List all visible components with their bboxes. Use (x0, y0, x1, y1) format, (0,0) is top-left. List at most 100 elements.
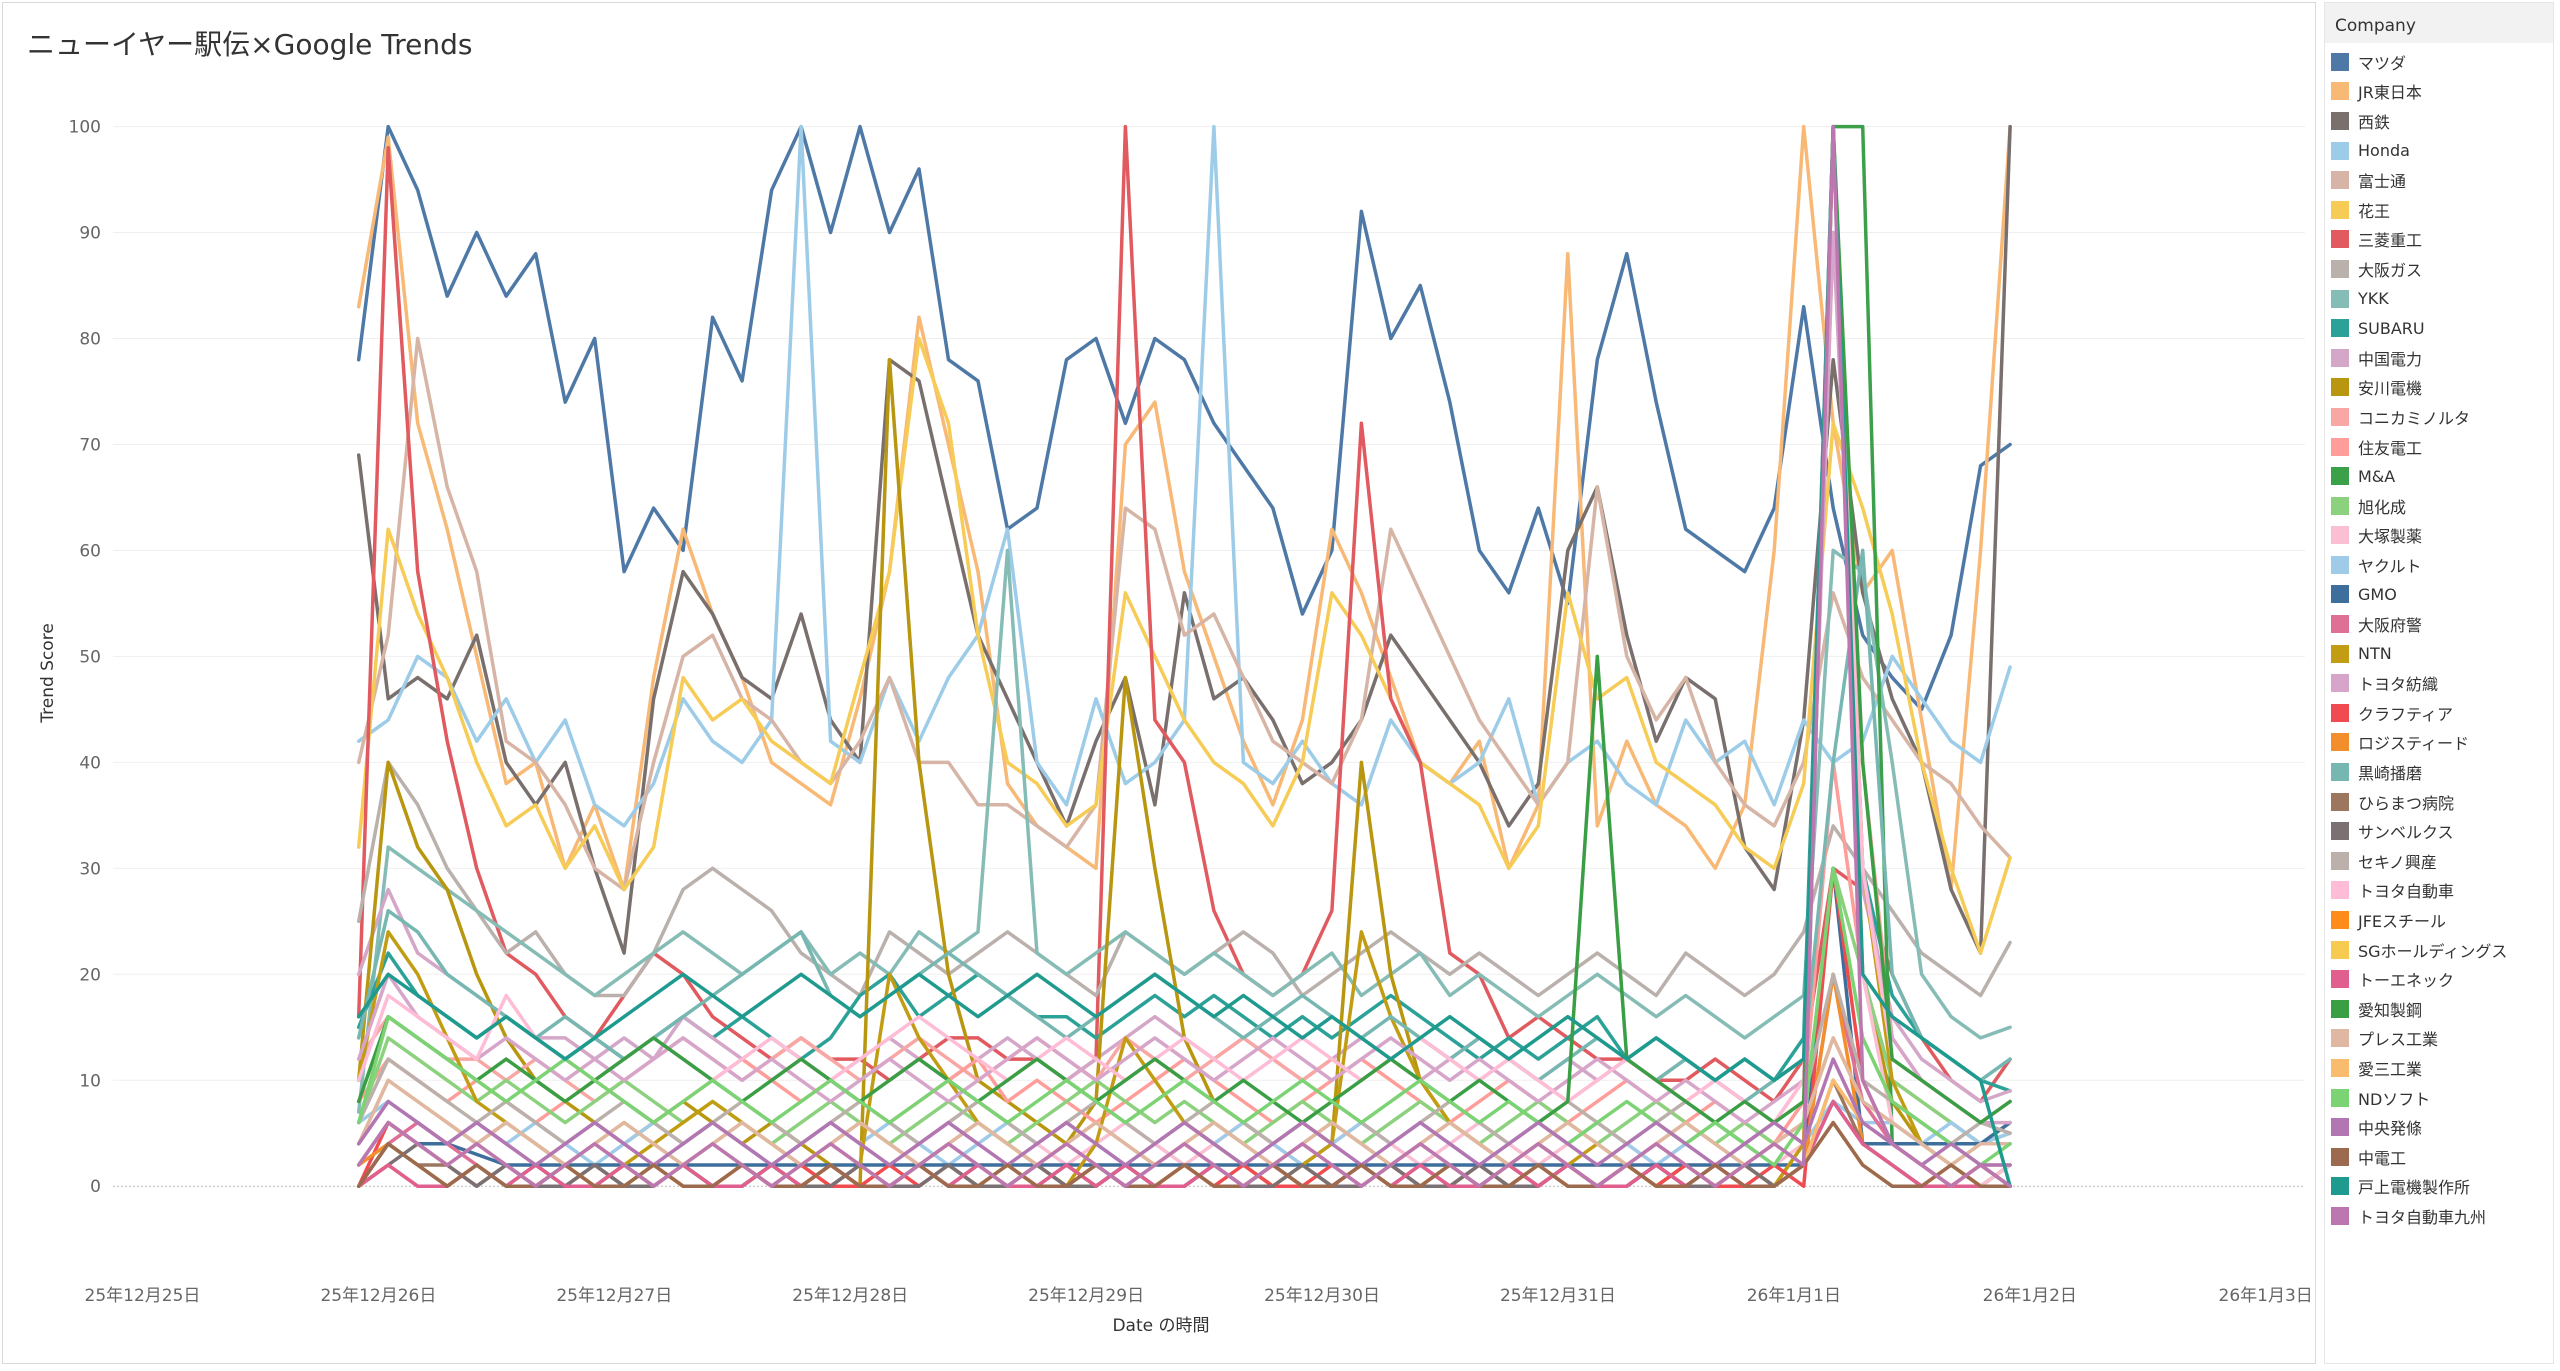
legend-label: GMO (2358, 584, 2397, 604)
series-line-9[interactable] (356, 548, 2012, 1114)
legend-item[interactable]: トーエネック (2325, 964, 2553, 994)
legend-swatch (2331, 259, 2349, 278)
legend-label: 安川電機 (2358, 379, 2423, 399)
legend-swatch (2331, 644, 2349, 663)
legend-title: Company (2325, 3, 2553, 43)
legend-swatch (2331, 496, 2349, 515)
legend-swatch (2331, 881, 2349, 900)
series-line-39[interactable] (356, 124, 2012, 1188)
legend-item[interactable]: JFEスチール (2325, 905, 2553, 935)
legend-item[interactable]: 花王 (2325, 195, 2553, 225)
legend-item[interactable]: 大阪府警 (2325, 609, 2553, 639)
legend-item[interactable]: NDソフト (2325, 1083, 2553, 1113)
legend-item[interactable]: サンベルクス (2325, 816, 2553, 846)
series-line-1[interactable] (356, 124, 2012, 712)
legend-label: M&A (2358, 466, 2396, 486)
legend-item[interactable]: 中電工 (2325, 1142, 2553, 1172)
series-line-5[interactable] (356, 336, 2012, 892)
legend-item[interactable]: SUBARU (2325, 313, 2553, 343)
legend-item[interactable]: 中国電力 (2325, 343, 2553, 373)
legend-item[interactable]: ロジスティード (2325, 728, 2553, 758)
legend-item[interactable]: M&A (2325, 461, 2553, 491)
legend-swatch (2331, 407, 2349, 426)
legend-item[interactable]: 中央発條 (2325, 1112, 2553, 1142)
legend-item[interactable]: YKK (2325, 284, 2553, 314)
x-tick-label: 25年12月29日 (1028, 1286, 1144, 1306)
legend-label: 黒崎播磨 (2358, 764, 2423, 784)
legend-swatch (2331, 230, 2349, 249)
legend-item[interactable]: 三菱重工 (2325, 225, 2553, 255)
x-tick-label: 25年12月31日 (1500, 1286, 1616, 1306)
legend-label: 愛三工業 (2358, 1059, 2423, 1079)
legend-label: YKK (2358, 289, 2389, 309)
series-line-2[interactable] (356, 124, 2012, 892)
legend-swatch (2331, 1177, 2349, 1196)
legend-swatch (2331, 1118, 2349, 1137)
legend-item[interactable]: コニカミノルタ (2325, 402, 2553, 432)
legend-item[interactable]: 黒崎播磨 (2325, 757, 2553, 787)
series-line-40[interactable] (356, 124, 2012, 1188)
series-line-37[interactable] (356, 1057, 2012, 1167)
series-line-7[interactable] (356, 124, 2012, 1104)
legend-item[interactable]: 富士通 (2325, 165, 2553, 195)
legend-swatch (2331, 555, 2349, 574)
series-line-38[interactable] (356, 1120, 2012, 1188)
legend-label: JFEスチール (2358, 912, 2447, 932)
series-line-6[interactable] (356, 336, 2012, 955)
y-tick-label: 50 (79, 647, 101, 667)
legend-item[interactable]: 西鉄 (2325, 106, 2553, 136)
legend-item[interactable]: 旭化成 (2325, 491, 2553, 521)
legend-item[interactable]: ひらまつ病院 (2325, 787, 2553, 817)
legend-item[interactable]: ヤクルト (2325, 550, 2553, 580)
y-tick-label: 20 (79, 965, 101, 985)
chart-worksheet: ニューイヤー駅伝×Google Trends 0 10 20 30 40 50 60 70 80… (2, 2, 2316, 1364)
legend-swatch (2331, 940, 2349, 959)
series-line-36[interactable] (356, 866, 2012, 1167)
legend-item[interactable]: 戸上電機製作所 (2325, 1172, 2553, 1202)
legend-swatch (2331, 526, 2349, 545)
series-line-11[interactable] (356, 124, 2012, 1104)
legend-swatch (2331, 1029, 2349, 1048)
legend-item[interactable]: JR東日本 (2325, 77, 2553, 107)
legend-item[interactable]: セキノ興産 (2325, 846, 2553, 876)
series-line-10[interactable] (356, 124, 2012, 1093)
legend-swatch (2331, 437, 2349, 456)
x-tick-label: 25年12月30日 (1264, 1286, 1380, 1306)
series-line-3[interactable] (356, 124, 2012, 955)
legend-label: 三菱重工 (2358, 231, 2423, 251)
legend-label: 戸上電機製作所 (2358, 1178, 2471, 1198)
legend-item[interactable]: クラフティア (2325, 698, 2553, 728)
y-tick-label: 80 (79, 330, 101, 350)
line-chart[interactable]: 0 10 20 30 40 50 60 70 80 90 100 25年12月25日 25年12月26… (3, 3, 2315, 1363)
legend-item[interactable]: トヨタ紡織 (2325, 668, 2553, 698)
legend-item[interactable]: GMO (2325, 580, 2553, 610)
series-line-22[interactable] (356, 230, 2012, 1125)
legend-swatch (2331, 851, 2349, 870)
series-line-8[interactable] (356, 760, 2012, 998)
x-tick-label: 26年1月3日 (2219, 1286, 2313, 1306)
legend-item[interactable]: プレス工業 (2325, 1024, 2553, 1054)
legend-item[interactable]: SGホールディングス (2325, 935, 2553, 965)
legend-item[interactable]: 住友電工 (2325, 432, 2553, 462)
legend-item[interactable]: マツダ (2325, 47, 2553, 77)
y-tick-label: 30 (79, 859, 101, 879)
legend-swatch (2331, 733, 2349, 752)
legend-item[interactable]: NTN (2325, 639, 2553, 669)
legend-item[interactable]: Honda (2325, 136, 2553, 166)
series-lines[interactable] (356, 124, 2012, 1188)
legend-label: NTN (2358, 644, 2392, 664)
x-tick-label: 25年12月26日 (320, 1286, 436, 1306)
y-tick-label: 0 (90, 1177, 101, 1197)
legend-item[interactable]: トヨタ自動車 (2325, 876, 2553, 906)
series-line-16[interactable] (356, 866, 2012, 1146)
legend-item[interactable]: トヨタ自動車九州 (2325, 1201, 2553, 1231)
legend-item[interactable]: 大阪ガス (2325, 254, 2553, 284)
legend-item[interactable]: 大塚製薬 (2325, 521, 2553, 551)
legend-swatch (2331, 111, 2349, 130)
legend-label: SGホールディングス (2358, 941, 2508, 961)
legend-item[interactable]: 愛三工業 (2325, 1053, 2553, 1083)
legend-label: トーエネック (2358, 971, 2455, 991)
legend-item[interactable]: 安川電機 (2325, 373, 2553, 403)
y-axis-title: Trend Score (38, 623, 58, 724)
legend-item[interactable]: 愛知製鋼 (2325, 994, 2553, 1024)
